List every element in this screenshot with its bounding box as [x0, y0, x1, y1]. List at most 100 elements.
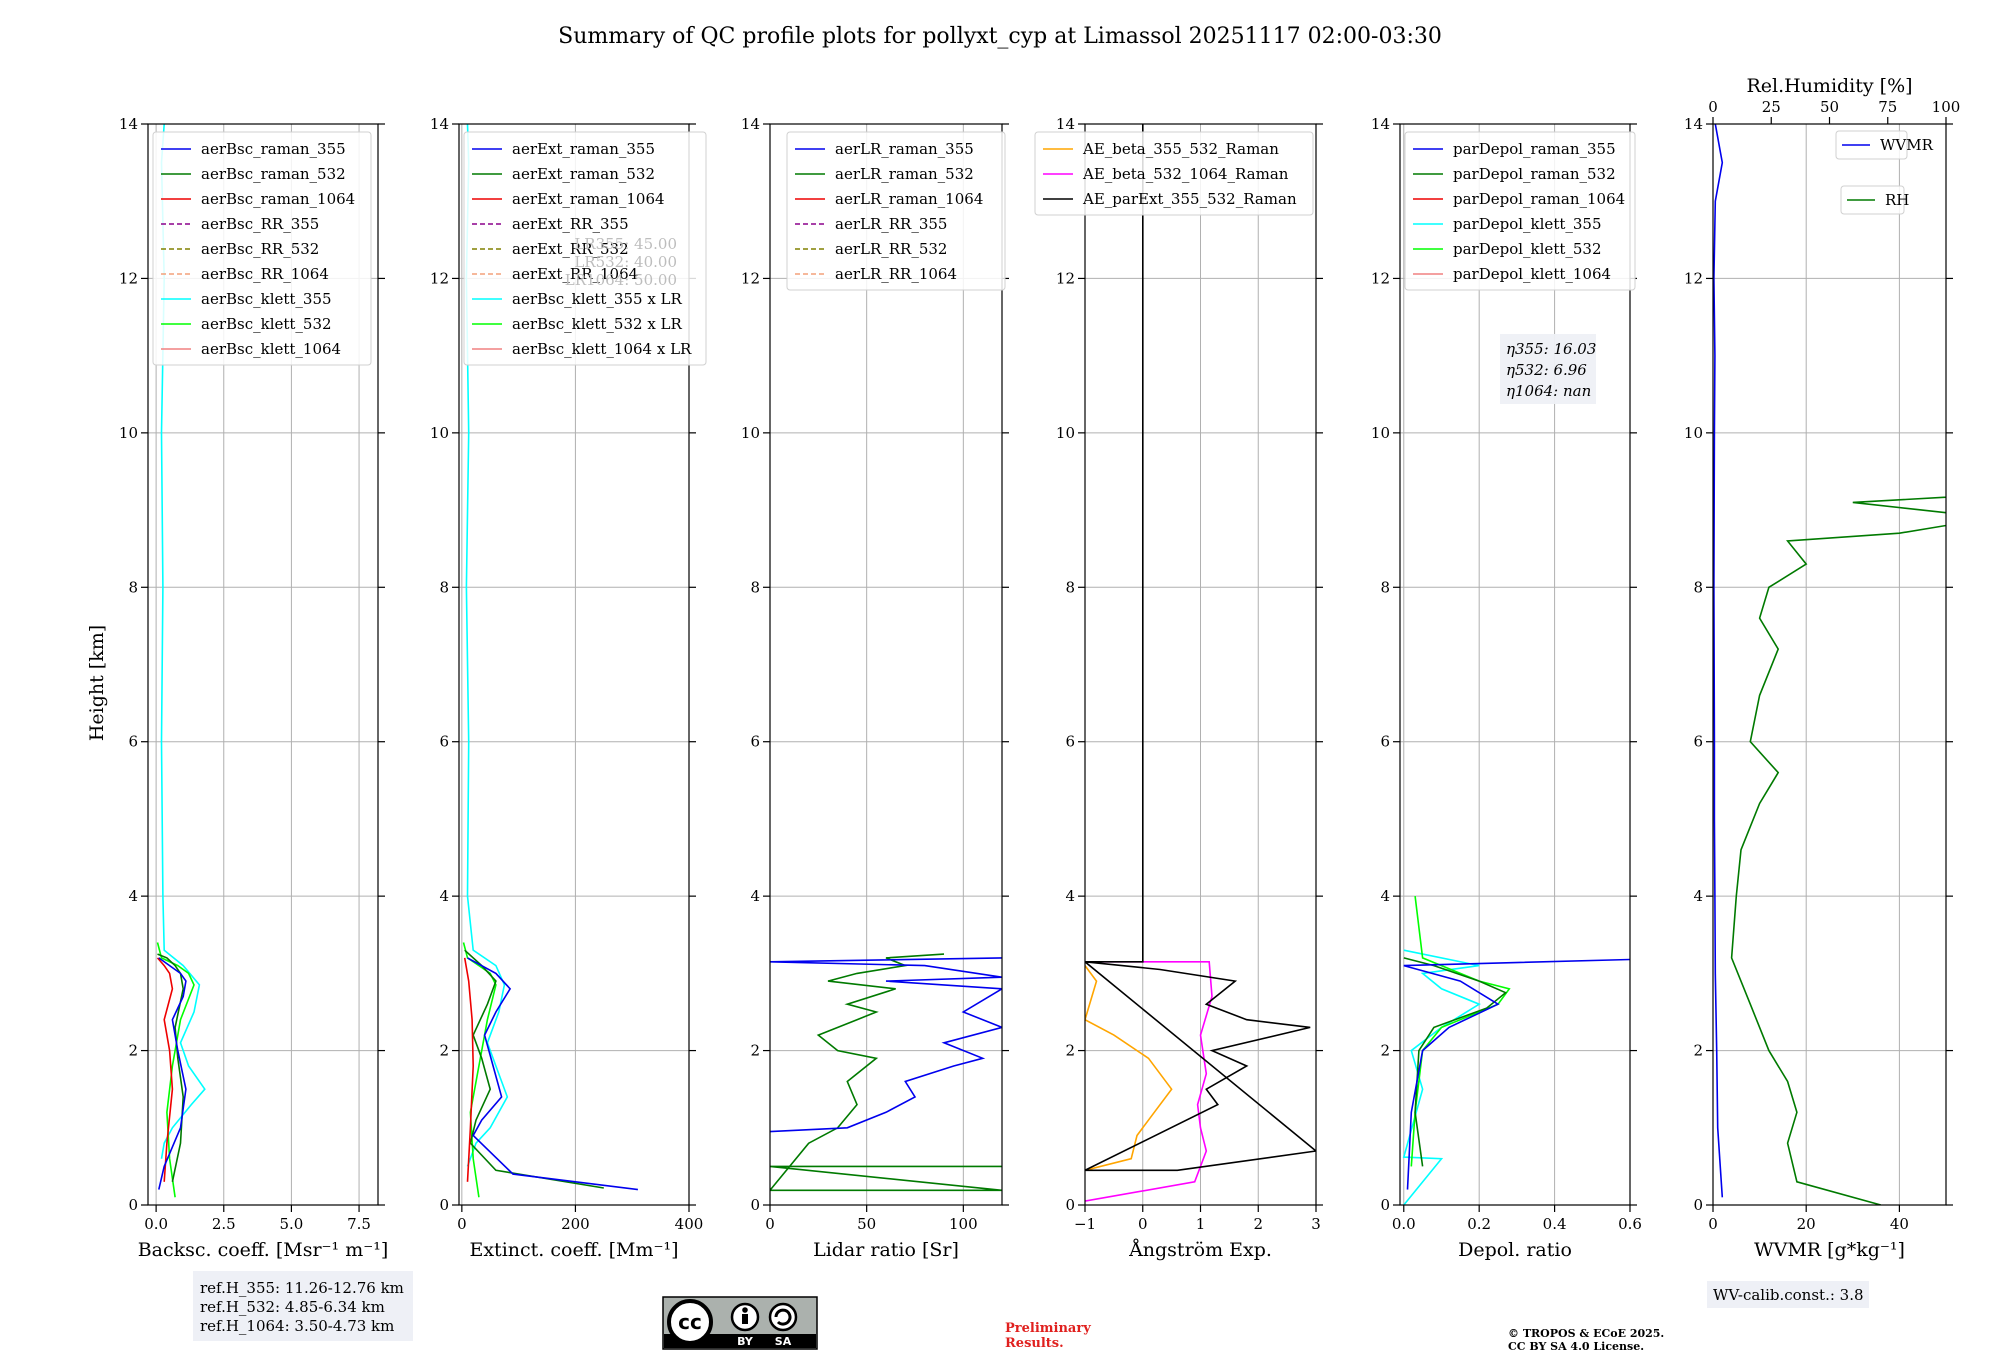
- series-parDepol_raman_532: [1403, 957, 1508, 1167]
- legend-box: [152, 131, 372, 366]
- top-x-axis-label: Rel.Humidity [%]: [1746, 75, 1912, 97]
- legend: AE_beta_355_532_Raman AE_beta_532_1064_Ra…: [1034, 131, 1314, 216]
- results-label: Results.: [1005, 1336, 1064, 1351]
- x-axis-label: Backsc. coeff. [Msr⁻¹ m⁻¹]: [138, 1239, 389, 1261]
- legend-label: aerLR_raman_1064: [835, 190, 983, 208]
- x-tick-label: 0: [765, 1215, 775, 1233]
- panel-depol: 0 2 4 6 8 10 12 14 0.0 0.2 0.4 0.6 Depol. ratio parDe…: [1371, 115, 1642, 1261]
- legend-label: AE_beta_532_1064_Raman: [1082, 165, 1289, 183]
- ref-heights-background: [193, 1271, 413, 1341]
- legend-label: aerBsc_klett_532 x LR: [512, 315, 683, 333]
- legend-label: aerLR_RR_355: [835, 215, 947, 233]
- x-tick-label: 50: [857, 1215, 876, 1233]
- y-tick-label: 0: [1693, 1196, 1703, 1214]
- legend: aerLR_raman_355 aerLR_raman_532 aerLR_rama…: [786, 131, 1006, 291]
- x-tick-label: 7.5: [347, 1215, 371, 1233]
- lidar-ratio-note: LR355: 45.00: [574, 235, 677, 253]
- series-aerBsc_klett_355: [160, 124, 206, 1159]
- legend-box: [1404, 131, 1636, 291]
- x-tick-label: 40: [1890, 1215, 1909, 1233]
- legend-label: parDepol_raman_532: [1453, 165, 1616, 183]
- legend-label: aerExt_raman_355: [512, 140, 655, 158]
- x-axis-label: Lidar ratio [Sr]: [813, 1239, 959, 1261]
- series-WVMR: [1713, 124, 1724, 1198]
- x-tick-label: 0.4: [1543, 1215, 1567, 1233]
- y-tick-label: 2: [128, 1042, 138, 1060]
- x-tick-label: 400: [675, 1215, 704, 1233]
- y-tick-label: 6: [1065, 733, 1075, 751]
- ref-height-532: ref.H_532: 4.85-6.34 km: [200, 1298, 385, 1316]
- panel-frame: [1399, 123, 1631, 1206]
- y-tick-label: 0: [1380, 1196, 1390, 1214]
- x-tick-label: 0: [457, 1215, 467, 1233]
- x-tick-label: 200: [561, 1215, 590, 1233]
- y-tick-label: 14: [1684, 115, 1703, 133]
- series-aerLR_raman_355: [770, 957, 1002, 1133]
- panel-bsc: 0 2 4 6 8 10 12 14 0.0 2.5 5.0 7.5 Backsc. coeff. [M…: [119, 115, 388, 1261]
- y-tick-label: 0: [1065, 1196, 1075, 1214]
- series-group: [462, 124, 638, 1198]
- y-tick-label: 6: [128, 733, 138, 751]
- y-tick-label: 10: [1684, 424, 1703, 442]
- lidar-ratio-note: LR532: 40.00: [574, 253, 677, 271]
- legend-label: aerExt_RR_532: [512, 240, 629, 258]
- share-alike-icon-arrow: [774, 1308, 792, 1326]
- series-RH: [1730, 462, 1946, 1205]
- copyright-line: © TROPOS & ECoE 2025.: [1508, 1327, 1664, 1340]
- legend-RH: RH: [1840, 185, 1909, 215]
- series-aerExt_raman_1064: [463, 957, 475, 1182]
- x-tick-label: 0: [1138, 1215, 1148, 1233]
- series-aerBsc_raman_355: [158, 957, 187, 1190]
- y-tick-label: 14: [1056, 115, 1075, 133]
- legend-label: aerExt_raman_532: [512, 165, 655, 183]
- y-tick-label: 8: [1065, 578, 1075, 596]
- ref-height-355: ref.H_355: 11.26-12.76 km: [200, 1279, 404, 1297]
- share-alike-icon: [768, 1302, 798, 1332]
- x-axis-label: WVMR [g*kg⁻¹]: [1754, 1239, 1905, 1261]
- y-tick-label: 8: [128, 578, 138, 596]
- x-axis-label: Extinct. coeff. [Mm⁻¹]: [469, 1239, 678, 1261]
- series-AE_beta_355_532_Raman: [1085, 965, 1173, 1172]
- y-tick-label: 12: [1684, 269, 1703, 287]
- y-tick-label: 0: [128, 1196, 138, 1214]
- legend-label: aerBsc_klett_1064: [201, 340, 341, 358]
- legend-label: aerLR_raman_532: [835, 165, 974, 183]
- preliminary-label: Preliminary: [1005, 1321, 1091, 1336]
- legend-label: parDepol_raman_1064: [1453, 190, 1625, 208]
- ref-heights-box: ref.H_355: 11.26-12.76 km ref.H_532: 4.8…: [193, 1271, 413, 1341]
- legend-label: WVMR: [1880, 136, 1934, 154]
- top-x-tick-label: 100: [1932, 98, 1961, 116]
- x-tick-label: 1: [1196, 1215, 1206, 1233]
- x-tick-label: 100: [949, 1215, 978, 1233]
- y-tick-label: 10: [741, 424, 760, 442]
- y-tick-label: 12: [1056, 269, 1075, 287]
- eta-value: η1064: nan: [1506, 382, 1591, 400]
- y-tick-label: 14: [119, 115, 138, 133]
- series-parDepol_raman_355: [1403, 958, 1630, 1190]
- y-tick-label: 6: [1693, 733, 1703, 751]
- legend-label: aerExt_RR_1064: [512, 265, 638, 283]
- panel-lr: 0 2 4 6 8 10 12 14 0 50 100 Lidar ratio [Sr] aerLR_r…: [741, 115, 1009, 1261]
- y-tick-label: 6: [439, 733, 449, 751]
- panel-wv: 0 2 4 6 8 10 12 14 0 20 40 WVMR [g*kg⁻¹] 0 25 50 75 100 R…: [1684, 75, 1961, 1308]
- series-aerExt_raman_532: [464, 949, 604, 1189]
- series-aerBsc_klett_355 x LR: [465, 124, 509, 1167]
- legend-label: aerBsc_RR_355: [201, 215, 319, 233]
- legend-label: aerBsc_klett_355 x LR: [512, 290, 683, 308]
- y-tick-label: 8: [439, 578, 449, 596]
- y-tick-label: 10: [1371, 424, 1390, 442]
- x-tick-label: 0.2: [1467, 1215, 1491, 1233]
- legend-label: AE_beta_355_532_Raman: [1082, 140, 1279, 158]
- legend-box: [1835, 130, 1908, 160]
- series-aerExt_raman_355: [467, 957, 638, 1191]
- legend-label: parDepol_klett_355: [1453, 215, 1602, 233]
- x-tick-label: 2: [1253, 1215, 1263, 1233]
- top-x-tick-label: 0: [1708, 98, 1718, 116]
- legend: aerBsc_raman_355 aerBsc_raman_532 aerBsc_r…: [152, 131, 372, 366]
- y-tick-label: 14: [741, 115, 760, 133]
- eta-box: η355: 16.03 η532: 6.96 η1064: nan: [1500, 334, 1596, 404]
- x-tick-label: 0.0: [1392, 1215, 1416, 1233]
- y-tick-label: 14: [430, 115, 449, 133]
- cc-by-label: BY: [737, 1335, 754, 1348]
